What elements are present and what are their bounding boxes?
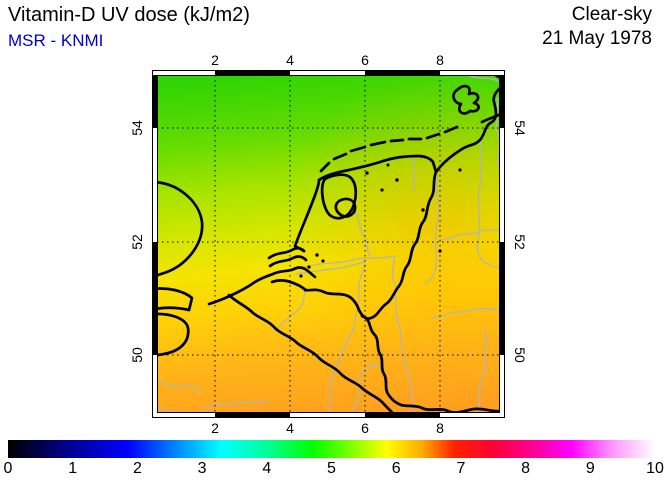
lon-tick-bottom-6: 6: [361, 420, 369, 436]
lon-tick-top-8: 8: [436, 52, 444, 68]
page-title: Vitamin-D UV dose (kJ/m2): [8, 4, 250, 26]
lat-tick-right-54: 54: [512, 120, 528, 136]
colorbar: [8, 440, 655, 458]
date-label: 21 May 1978: [542, 28, 652, 49]
lat-tick-right-50: 50: [512, 347, 528, 363]
colorbar-label-2: 2: [132, 460, 142, 477]
colorbar-label-3: 3: [197, 460, 207, 477]
source-label: MSR - KNMI: [8, 31, 104, 50]
colorbar-label-7: 7: [456, 460, 466, 477]
rivers: [152, 75, 505, 418]
lon-tick-top-6: 6: [361, 52, 369, 68]
map-panel: 2 4 6 8 2 4 6 8 54 52 50 54 52 50: [129, 52, 528, 436]
colorbar-label-9: 9: [585, 460, 595, 477]
graticule: [157, 75, 500, 413]
lat-tick-right-52: 52: [512, 234, 528, 250]
lon-tick-bottom-4: 4: [286, 420, 294, 436]
colorbar-label-4: 4: [262, 460, 272, 477]
lon-tick-top-2: 2: [211, 52, 219, 68]
lat-tick-left-50: 50: [129, 347, 145, 363]
lon-tick-bottom-8: 8: [436, 420, 444, 436]
colorbar-label-1: 1: [68, 460, 78, 477]
colorbar-label-5: 5: [327, 460, 336, 477]
map-canvas: [152, 70, 505, 418]
lon-tick-bottom-2: 2: [211, 420, 219, 436]
map-frame: [152, 70, 505, 418]
colorbar-label-6: 6: [391, 460, 401, 477]
lon-tick-top-4: 4: [286, 52, 294, 68]
colorbar-label-8: 8: [521, 460, 531, 477]
map-specks: [299, 163, 462, 278]
sky-condition-label: Clear-sky: [571, 4, 652, 25]
colorbar-label-10: 10: [646, 460, 664, 477]
lat-tick-left-54: 54: [129, 120, 145, 136]
lat-tick-left-52: 52: [129, 234, 145, 250]
colorbar-label-0: 0: [3, 460, 13, 477]
